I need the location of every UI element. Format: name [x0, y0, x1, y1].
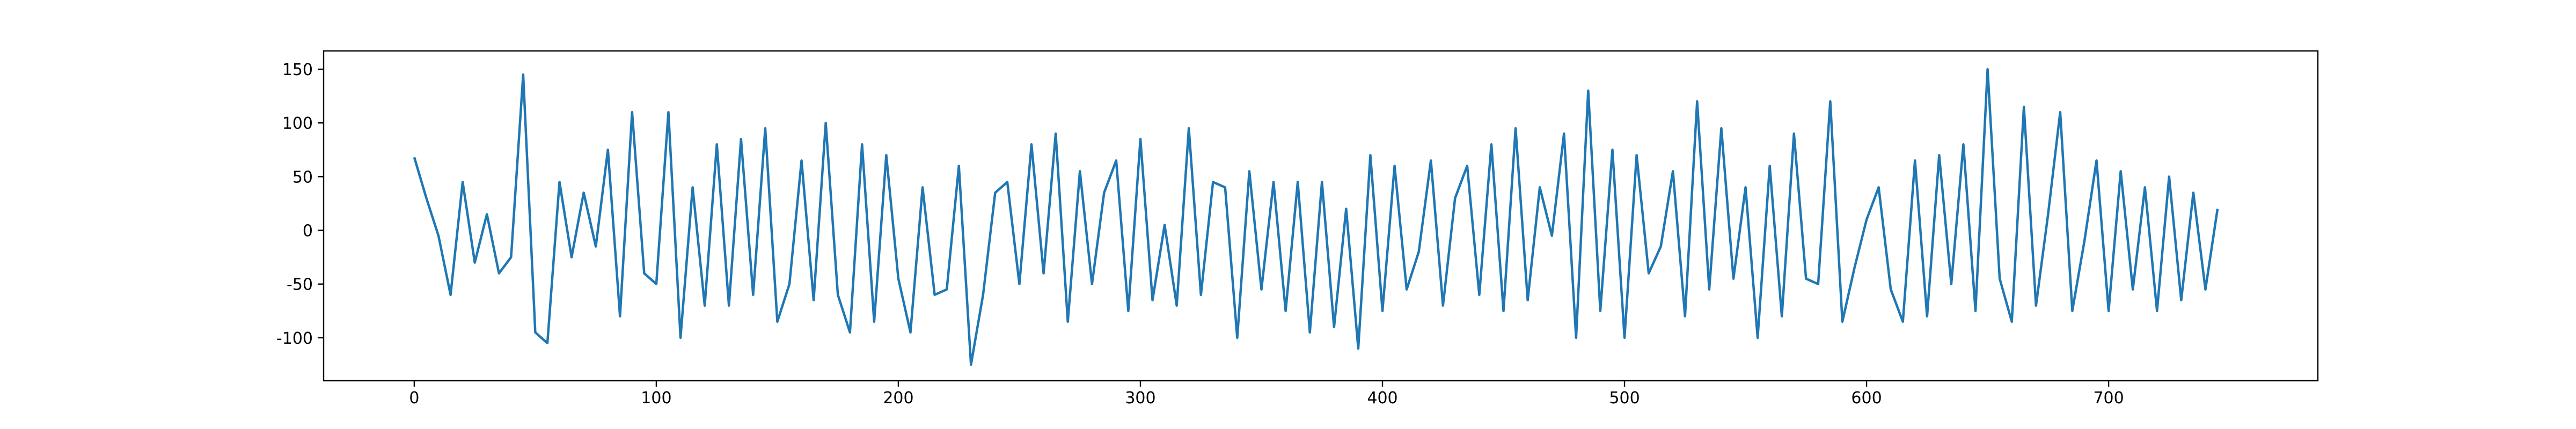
- y-tick-label: -50: [287, 276, 313, 294]
- y-tick-label: 0: [303, 222, 313, 241]
- x-tick-label: 500: [1609, 389, 1640, 408]
- y-tick-label: -100: [276, 329, 313, 348]
- plot-frame: [323, 50, 2319, 382]
- x-tick-label: 700: [2093, 389, 2124, 408]
- x-tick-label: 300: [1125, 389, 1155, 408]
- data-line: [413, 68, 2219, 366]
- y-tick-label: 150: [282, 61, 313, 79]
- x-tick-label: 100: [641, 389, 671, 408]
- y-tick-label: 100: [282, 114, 313, 133]
- x-tick-label: 0: [409, 389, 419, 408]
- x-tick-label: 200: [883, 389, 913, 408]
- y-tick-label: 50: [292, 168, 313, 187]
- x-tick-label: 400: [1367, 389, 1397, 408]
- x-tick-label: 600: [1851, 389, 1882, 408]
